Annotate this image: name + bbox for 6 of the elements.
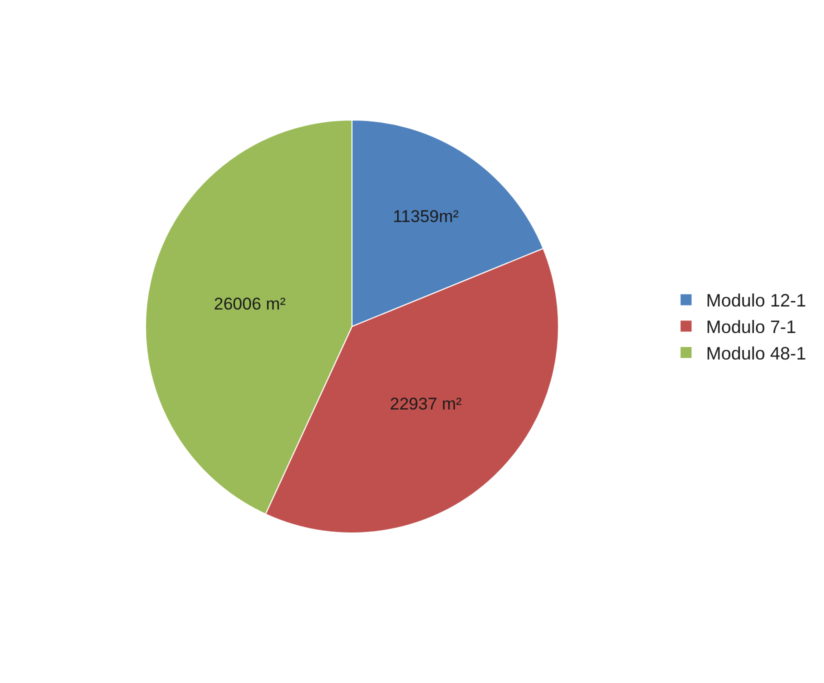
data-label: 22937 m²: [390, 394, 462, 414]
legend-label: Modulo 12-1: [706, 290, 806, 311]
legend-label: Modulo 48-1: [706, 344, 806, 364]
legend-label: Modulo 7-1: [706, 317, 796, 338]
data-label: 11359m²: [392, 206, 460, 226]
data-label: 26006 m²: [214, 294, 286, 314]
